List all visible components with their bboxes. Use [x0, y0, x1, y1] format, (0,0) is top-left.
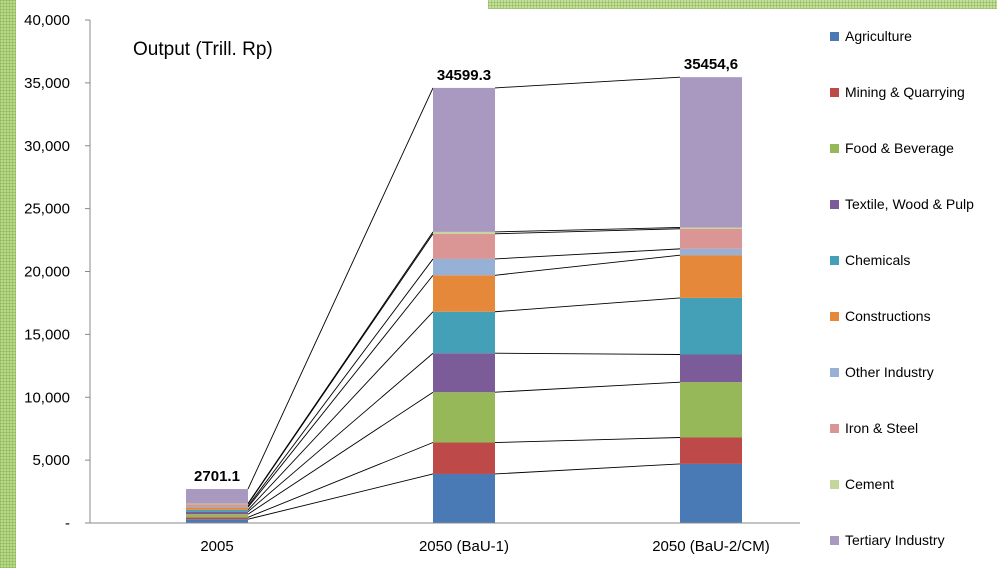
bar-segment — [186, 504, 248, 507]
legend-swatch — [830, 424, 839, 433]
bar-segment — [680, 463, 742, 523]
y-tick-label: 20,000 — [24, 264, 70, 281]
legend-label: Other Industry — [845, 364, 934, 380]
legend-swatch — [830, 88, 839, 97]
bar-segment — [186, 503, 248, 505]
connector-line — [494, 463, 681, 475]
x-tick-label: 2050 (BaU-2/CM) — [652, 538, 770, 555]
legend-swatch — [830, 312, 839, 321]
bar-segment — [186, 506, 248, 508]
connector-line — [494, 248, 681, 260]
legend-swatch — [830, 144, 839, 153]
connector-line — [247, 233, 434, 505]
y-tick-label: 40,000 — [24, 12, 70, 29]
data-label: 34599.3 — [437, 67, 491, 84]
connector-line — [494, 76, 681, 89]
connector-line — [494, 352, 681, 355]
connector-line — [247, 391, 434, 515]
bar-segment — [186, 511, 248, 515]
y-tick-label: - — [65, 515, 70, 532]
legend-swatch — [830, 200, 839, 209]
connector-line — [247, 311, 434, 511]
y-tick-label: 5,000 — [32, 452, 70, 469]
bar-segment — [680, 228, 742, 249]
y-tick-label: 30,000 — [24, 138, 70, 155]
connector-lines — [247, 76, 681, 520]
bars — [186, 77, 742, 523]
bar-segment — [680, 255, 742, 298]
legend-swatch — [830, 32, 839, 41]
bar-segment — [433, 275, 495, 312]
bar-segment — [433, 442, 495, 474]
legend-swatch — [830, 256, 839, 265]
legend-label: Iron & Steel — [845, 420, 918, 436]
legend-label: Constructions — [845, 308, 931, 324]
bar-segment — [186, 489, 248, 504]
connector-line — [494, 227, 681, 233]
legend-swatch — [830, 536, 839, 545]
bar-segment — [680, 354, 742, 383]
decorative-top-strip — [488, 0, 997, 9]
connector-line — [247, 442, 434, 518]
bar-segment — [186, 509, 248, 512]
bar-segment — [680, 382, 742, 438]
data-label: 2701.1 — [194, 468, 240, 485]
bar-segment — [433, 311, 495, 354]
labels: 2005 2701.1 2050 (BaU-1) 34599.3 2050 (BaU-2… — [194, 56, 770, 555]
bar-segment — [186, 507, 248, 510]
connector-line — [247, 231, 434, 504]
bar-segment — [186, 519, 248, 523]
legend-label: Mining & Quarrying — [845, 84, 965, 100]
y-tick-label: 25,000 — [24, 201, 70, 218]
bar-segment — [433, 231, 495, 234]
connector-line — [247, 473, 434, 520]
bar-segment — [433, 392, 495, 443]
connector-line — [247, 274, 434, 508]
x-tick-label: 2050 (BaU-1) — [419, 538, 509, 555]
bar-segment — [186, 514, 248, 518]
connector-line — [494, 437, 681, 443]
legend-swatch — [830, 368, 839, 377]
legend-label: Food & Beverage — [845, 140, 954, 156]
connector-line — [494, 228, 681, 235]
legend-label: Textile, Wood & Pulp — [845, 196, 974, 212]
decorative-left-strip — [0, 0, 16, 568]
chart-title: Output (Trill. Rp) — [133, 39, 273, 60]
y-tick-label: 35,000 — [24, 75, 70, 92]
connector-line — [247, 352, 434, 513]
bar-segment — [680, 77, 742, 228]
bar-segment — [433, 258, 495, 276]
bar-segment — [680, 227, 742, 229]
connector-line — [247, 258, 434, 507]
bar-segment — [680, 437, 742, 464]
legend-swatch — [830, 480, 839, 489]
legend-label: Agriculture — [845, 28, 912, 44]
bar-segment — [680, 248, 742, 256]
bar-segment — [433, 87, 495, 232]
bar-segment — [433, 473, 495, 523]
legend: Agriculture Mining & Quarrying Food & Beve… — [830, 28, 974, 548]
legend-label: Tertiary Industry — [845, 532, 945, 548]
bar-segment — [186, 517, 248, 520]
connector-line — [494, 254, 681, 276]
data-label: 35454,6 — [684, 56, 738, 73]
y-tick-label: 10,000 — [24, 389, 70, 406]
bar-segment — [433, 353, 495, 393]
connector-line — [494, 381, 681, 393]
connector-line — [494, 297, 681, 313]
axes: - 5,000 10,000 15,000 20,000 25,000 30,000 35,0… — [24, 12, 800, 532]
bar-segment — [680, 297, 742, 355]
x-tick-label: 2005 — [200, 538, 233, 555]
y-tick-label: 15,000 — [24, 326, 70, 343]
legend-label: Cement — [845, 476, 894, 492]
connector-line — [247, 87, 434, 490]
bar-segment — [433, 233, 495, 259]
legend-label: Chemicals — [845, 252, 910, 268]
